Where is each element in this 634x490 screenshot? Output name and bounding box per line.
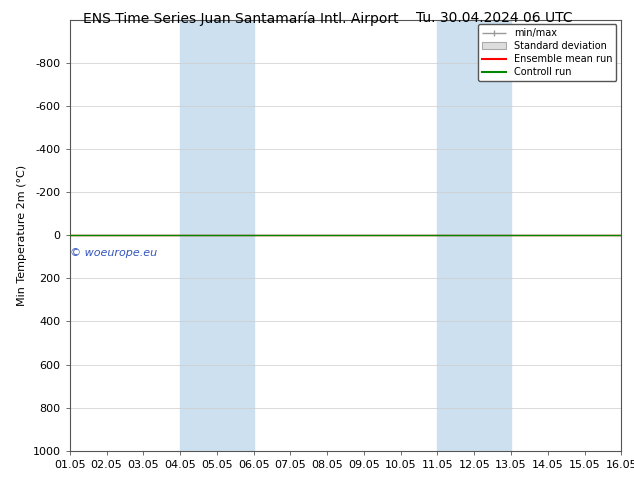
- Legend: min/max, Standard deviation, Ensemble mean run, Controll run: min/max, Standard deviation, Ensemble me…: [478, 24, 616, 81]
- Text: © woeurope.eu: © woeurope.eu: [70, 248, 157, 258]
- Bar: [437, 20, 511, 451]
- Y-axis label: Min Temperature 2m (°C): Min Temperature 2m (°C): [17, 165, 27, 306]
- Text: Tu. 30.04.2024 06 UTC: Tu. 30.04.2024 06 UTC: [416, 11, 573, 25]
- Bar: [180, 20, 254, 451]
- Text: ENS Time Series Juan Santamaría Intl. Airport: ENS Time Series Juan Santamaría Intl. Ai…: [83, 11, 399, 26]
